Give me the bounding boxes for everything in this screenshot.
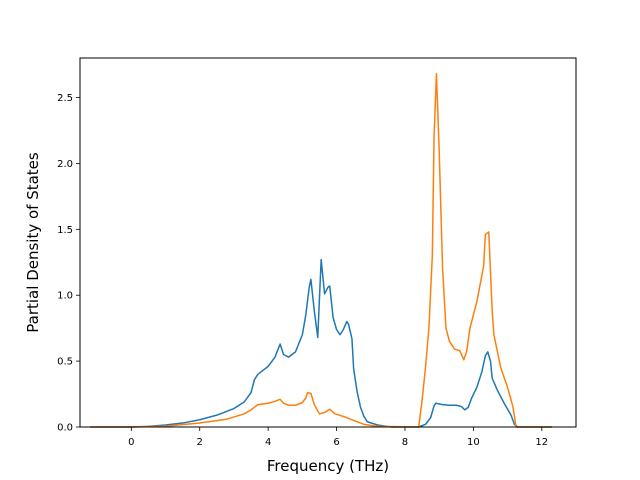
x-tick-label: 4 bbox=[265, 437, 271, 448]
series-line-1 bbox=[90, 258, 553, 428]
y-tick-label: 0.5 bbox=[57, 357, 73, 368]
x-tick-label: 12 bbox=[535, 437, 548, 448]
y-tick-label: 1.5 bbox=[57, 225, 73, 236]
x-axis-title: Frequency (THz) bbox=[267, 457, 389, 475]
x-tick-label: 8 bbox=[402, 437, 408, 448]
plot-frame bbox=[79, 57, 577, 428]
y-axis-title: Partial Density of States bbox=[24, 152, 42, 333]
y-tick-label: 2.5 bbox=[57, 93, 73, 104]
y-tick-label: 1.0 bbox=[57, 291, 73, 302]
x-tick-label: 10 bbox=[467, 437, 480, 448]
y-tick-label: 0.0 bbox=[57, 423, 73, 434]
y-axis-ticks: 0.0 0.5 1.0 1.5 2.0 2.5 bbox=[57, 93, 80, 434]
x-tick-label: 0 bbox=[128, 437, 134, 448]
x-tick-label: 2 bbox=[197, 437, 203, 448]
plot-area-background bbox=[80, 58, 576, 427]
y-tick-label: 2.0 bbox=[57, 159, 73, 170]
x-axis-ticks: 0 2 4 6 8 10 12 bbox=[128, 427, 548, 448]
x-tick-label: 6 bbox=[333, 437, 339, 448]
